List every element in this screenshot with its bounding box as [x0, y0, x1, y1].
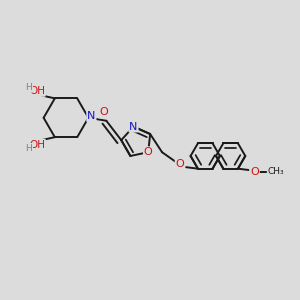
Text: O: O: [176, 159, 184, 169]
Text: CH₃: CH₃: [268, 167, 284, 176]
Text: N: N: [129, 122, 138, 132]
Text: OH: OH: [29, 140, 45, 150]
Text: O: O: [250, 167, 259, 177]
Text: OH: OH: [29, 86, 45, 96]
Text: H: H: [26, 144, 32, 153]
Text: N: N: [87, 111, 96, 121]
Text: O: O: [99, 107, 108, 117]
Text: O: O: [144, 147, 153, 157]
Text: H: H: [26, 83, 32, 92]
